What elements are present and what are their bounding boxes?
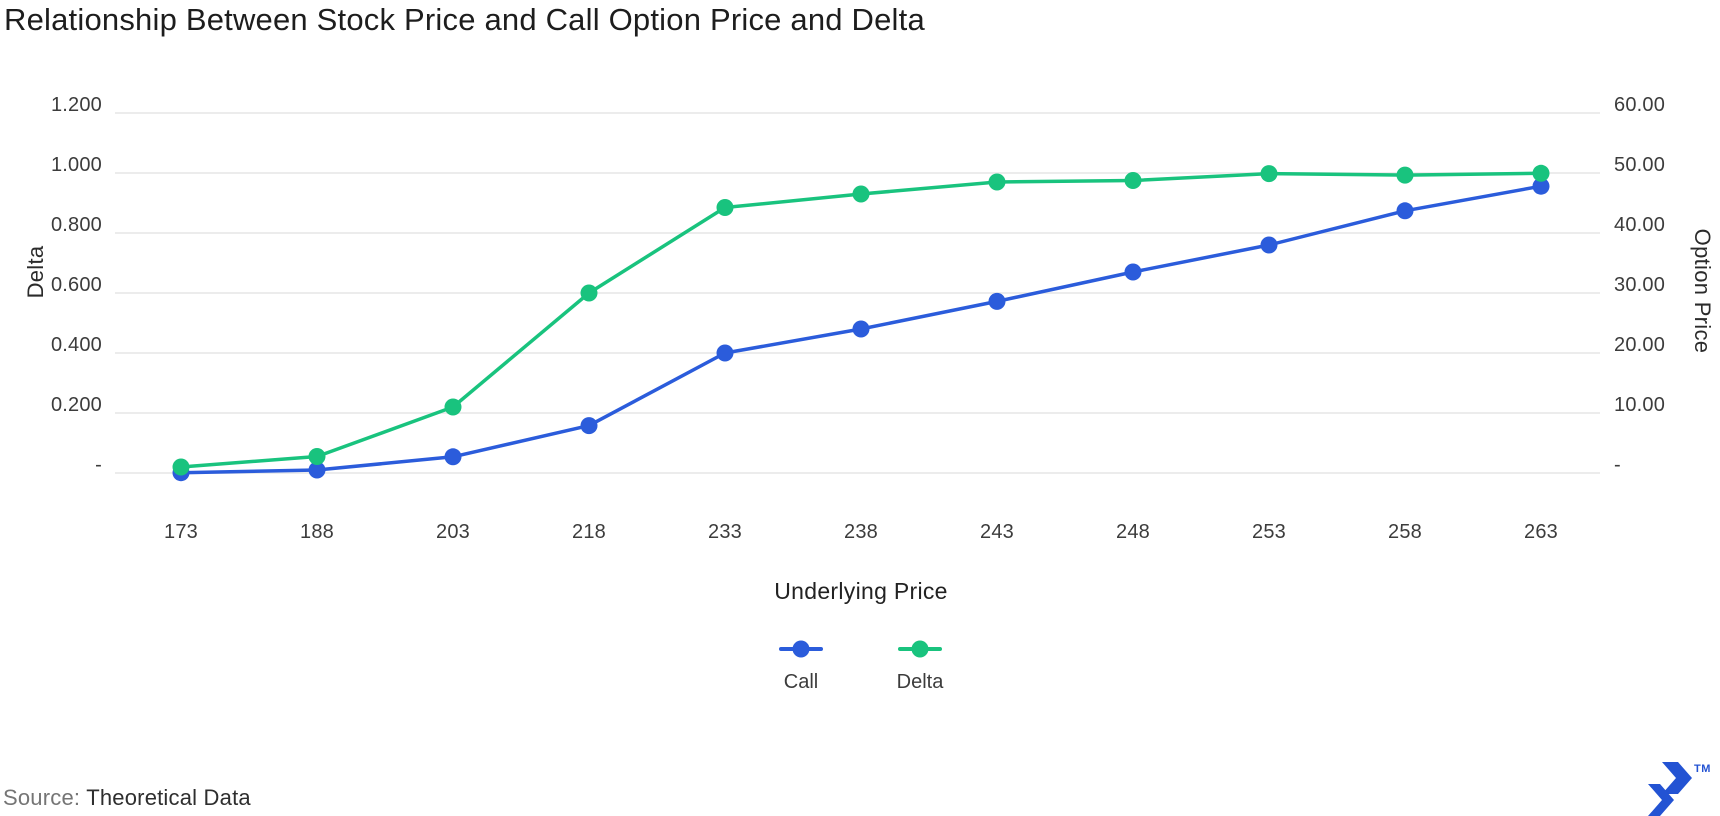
data-point-delta [308, 448, 326, 465]
right-axis-title: Option Price [1690, 228, 1715, 354]
data-point-delta [172, 458, 190, 476]
data-point-call [308, 461, 326, 479]
legend-dot-call [792, 640, 810, 658]
legend-label-delta: Delta [896, 671, 944, 693]
data-point-delta [716, 199, 734, 216]
source-value: Theoretical Data [86, 785, 251, 810]
series-line-delta [179, 171, 1543, 469]
data-point-call [716, 344, 734, 362]
chart-title: Relationship Between Stock Price and Cal… [4, 2, 925, 37]
legend-dot-delta [911, 640, 929, 658]
data-point-call [988, 292, 1006, 310]
data-point-delta [580, 284, 598, 302]
data-point-delta [852, 185, 870, 203]
data-point-call [852, 320, 870, 338]
left-axis-title: Delta [23, 245, 48, 299]
brand-mark: TM [1648, 760, 1718, 816]
data-point-delta [1532, 164, 1550, 182]
data-point-call [1532, 177, 1550, 195]
data-point-call [1396, 202, 1414, 220]
data-point-delta [444, 398, 462, 416]
data-point-delta [1260, 165, 1278, 183]
legend-marker-call-icon [779, 640, 823, 658]
data-point-call [580, 417, 598, 435]
x-axis-title: Underlying Price [774, 578, 948, 604]
toptal-logo [1648, 762, 1692, 816]
data-point-delta [988, 173, 1006, 191]
data-point-delta [1396, 166, 1414, 184]
data-point-call [1124, 263, 1142, 281]
data-point-delta [1124, 172, 1142, 189]
trademark-label: TM [1694, 763, 1711, 775]
legend-item-delta: Delta [860, 640, 980, 694]
source-line: Source: Theoretical Data [3, 785, 251, 811]
source-label: Source: [3, 785, 81, 810]
data-point-call [1260, 236, 1278, 254]
data-point-call [444, 448, 462, 466]
legend-marker-delta-icon [898, 640, 942, 658]
legend-label-call: Call [783, 671, 819, 693]
legend-item-call: Call [741, 640, 861, 694]
